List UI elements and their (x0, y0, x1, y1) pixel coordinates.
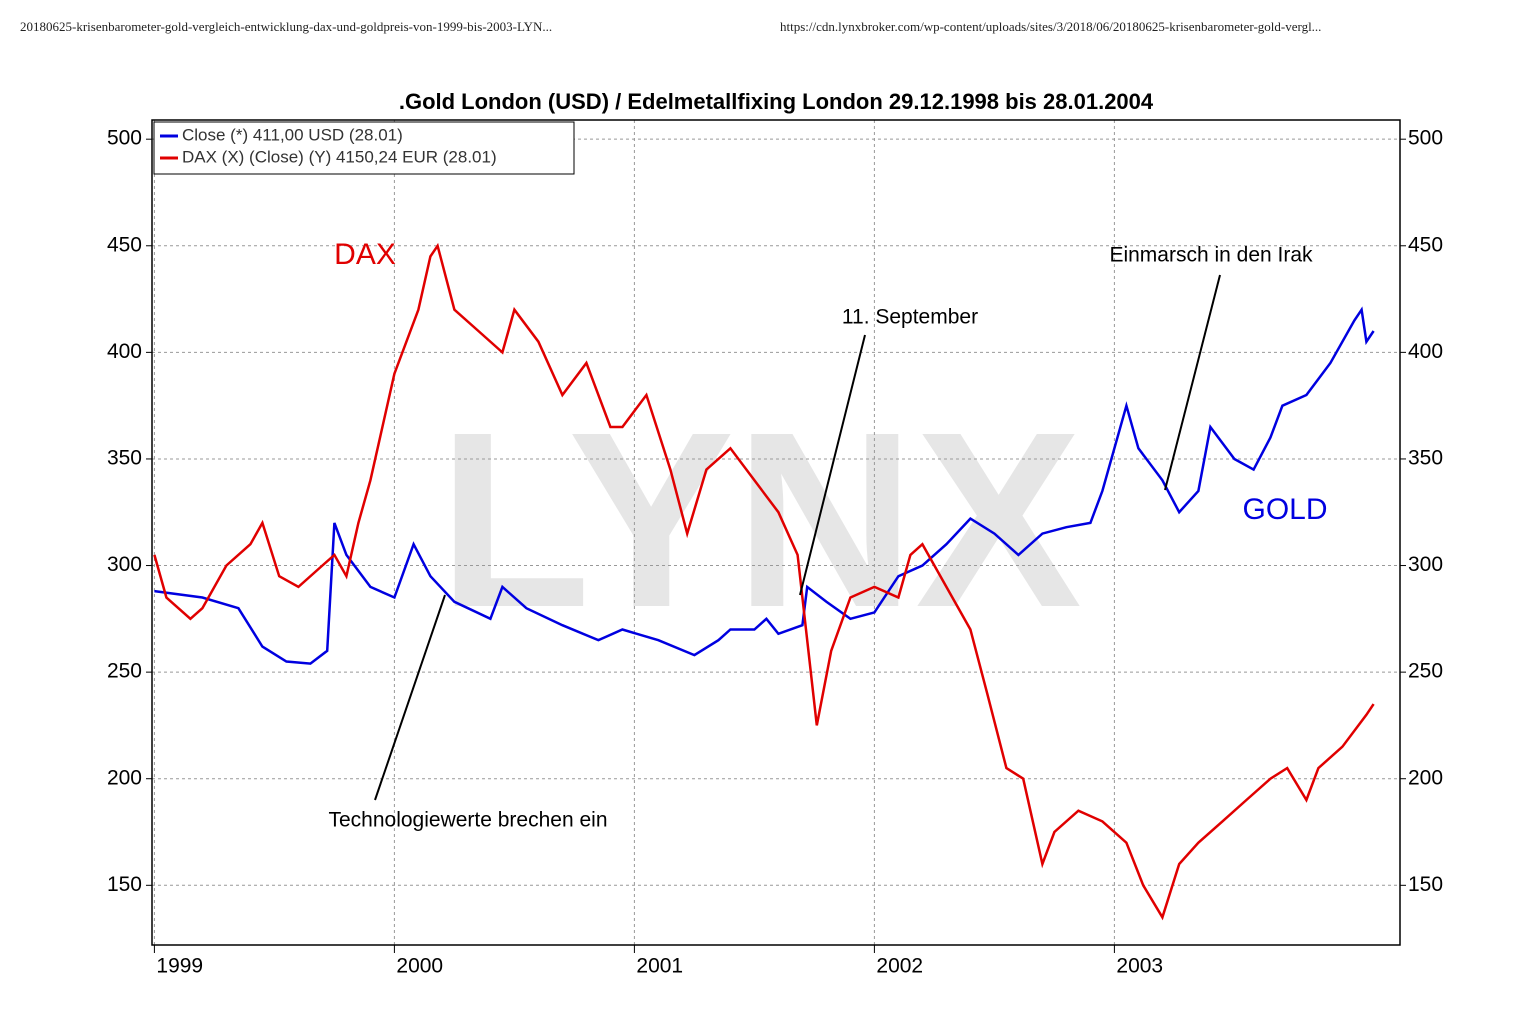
y-tick-label: 300 (107, 553, 142, 576)
y2-tick-label: 150 (1408, 873, 1443, 896)
y2-tick-label: 400 (1408, 340, 1443, 363)
y2-tick-label: 450 (1408, 233, 1443, 256)
annotation: GOLD (1242, 493, 1327, 526)
y2-tick-label: 200 (1408, 766, 1443, 789)
header-left: 20180625-krisenbarometer-gold-vergleich-… (20, 19, 552, 34)
x-tick-label: 1999 (156, 955, 203, 978)
y-tick-label: 200 (107, 766, 142, 789)
watermark: LYNX (438, 380, 1082, 659)
y2-tick-label: 350 (1408, 447, 1443, 470)
y-tick-label: 500 (107, 127, 142, 150)
annotation: Technologiewerte brechen ein (328, 809, 607, 832)
x-tick-label: 2002 (876, 955, 923, 978)
header-right: https://cdn.lynxbroker.com/wp-content/up… (780, 19, 1321, 34)
annotations (374, 274, 1221, 801)
y-tick-label: 450 (107, 233, 142, 256)
x-tick-label: 2000 (396, 955, 443, 978)
y-tick-label: 150 (107, 873, 142, 896)
grid (146, 120, 1406, 953)
annotation-arrow (1164, 274, 1221, 491)
legend: Close (*) 411,00 USD (28.01) DAX (X) (Clo… (153, 121, 575, 175)
chart-title: .Gold London (USD) / Edelmetallfixing Lo… (399, 89, 1154, 114)
plot-frame (151, 119, 1401, 946)
annotation-arrow (799, 334, 866, 596)
series-line (153, 242, 1375, 921)
y2-tick-label: 250 (1408, 660, 1443, 683)
x-tick-label: 2003 (1116, 955, 1163, 978)
legend-box (153, 121, 575, 175)
legend-label: Close (*) 411,00 USD (28.01) (182, 125, 403, 144)
annotation: DAX (334, 238, 396, 271)
plot-lines (153, 242, 1375, 921)
annotation: Einmarsch in den Irak (1109, 244, 1313, 267)
y-tick-label: 400 (107, 340, 142, 363)
legend-label: DAX (X) (Close) (Y) 4150,24 EUR (28.01) (182, 147, 497, 166)
y2-tick-label: 300 (1408, 553, 1443, 576)
y-tick-label: 350 (107, 447, 142, 470)
series-line (154, 306, 1375, 665)
annotation-arrow (374, 594, 446, 801)
y-tick-label: 250 (107, 660, 142, 683)
y2-tick-label: 500 (1408, 127, 1443, 150)
annotation: 11. September (842, 306, 978, 329)
x-tick-label: 2001 (636, 955, 683, 978)
